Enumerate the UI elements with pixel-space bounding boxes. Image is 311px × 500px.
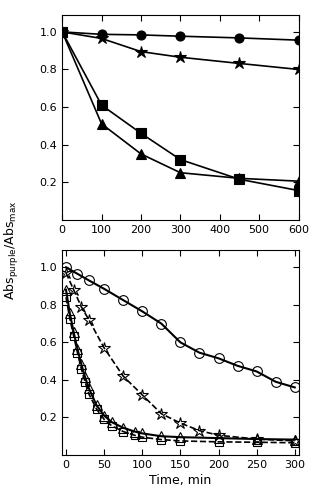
Text: Abs$_\mathregular{purple}$/Abs$_\mathregular{max}$: Abs$_\mathregular{purple}$/Abs$_\mathreg… [3,200,21,300]
X-axis label: Time, min: Time, min [149,474,211,487]
